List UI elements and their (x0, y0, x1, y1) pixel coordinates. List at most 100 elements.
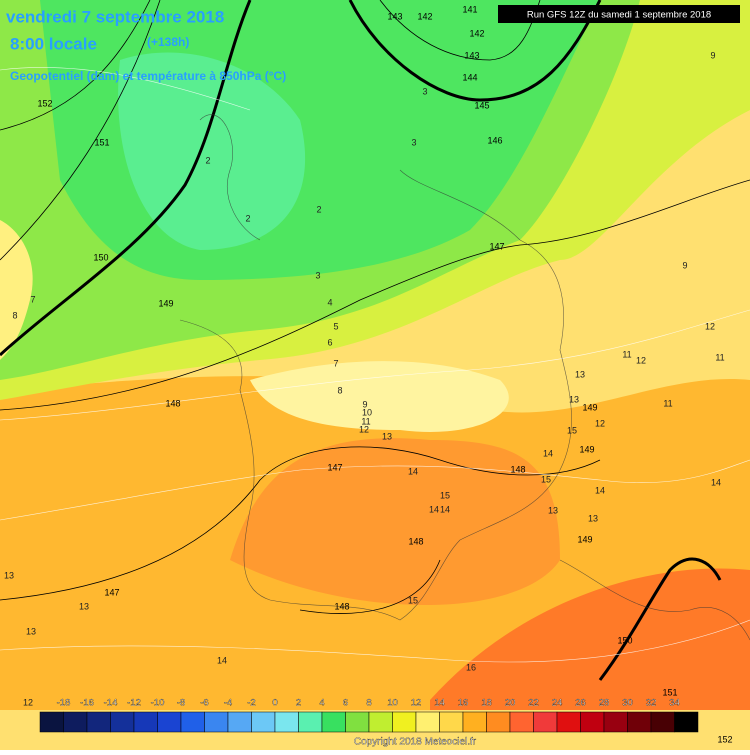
contour-label: 14 (711, 477, 721, 487)
colorbar-box (133, 711, 158, 733)
colorbar-label: 26 (575, 698, 586, 709)
contour-label: 14 (543, 448, 553, 458)
contour-label: 9 (682, 260, 687, 270)
contour-label: 12 (359, 424, 369, 434)
contour-label: 3 (422, 86, 427, 96)
contour-label: 141 (462, 4, 477, 14)
colorbar-label: 8 (366, 698, 371, 709)
contour-label: 148 (334, 601, 349, 611)
contour-label: 14 (408, 466, 418, 476)
map-field: Geopotentiel (dam) et température à 850h… (10, 69, 286, 83)
contour-label: 12 (705, 321, 715, 331)
field-hotter (430, 568, 750, 710)
colorbar-label: 14 (434, 698, 445, 709)
colorbar-box (110, 711, 135, 733)
contour-label: 13 (382, 431, 392, 441)
colorbar: -18 -16 -14 -12 -10 -8 -6 -4 -2 0 2 4 6 8 10 12 14 16 18 20… (39, 697, 699, 733)
geopotential-line (348, 0, 602, 102)
contour-label: 152 (717, 734, 732, 744)
run-box (498, 5, 740, 23)
colorbar-box (650, 711, 675, 733)
colorbar-label: 32 (646, 698, 657, 709)
contour-label: 10 (362, 407, 372, 417)
colorbar-box (251, 711, 276, 733)
colorbar-box (63, 711, 88, 733)
contour-label: 15 (440, 490, 450, 500)
contour-label: 11 (663, 398, 672, 408)
colorbar-label: -4 (224, 698, 232, 709)
contour-label: 3 (315, 270, 320, 280)
colorbar-box (180, 711, 205, 733)
coastlines (179, 114, 750, 641)
geopotential-labels: 143 142 141 142 143 144 145 146 147 152 … (37, 4, 732, 744)
contour-label: 15 (541, 474, 551, 484)
colorbar-box (415, 711, 440, 733)
colorbar-box (486, 711, 511, 733)
colorbar-box (533, 711, 558, 733)
colorbar-box (274, 711, 299, 733)
run-label: Run GFS 12Z du samedi 1 septembre 2018 (527, 10, 711, 21)
map-date: vendredi 7 septembre 2018 (6, 7, 224, 26)
contour-label: 13 (4, 570, 14, 580)
contour-label: 15 (567, 425, 577, 435)
contour-label: 147 (327, 462, 342, 472)
field-colder (118, 52, 306, 250)
contour-label: 150 (617, 635, 632, 645)
contour-label: 13 (26, 626, 36, 636)
colorbar-box (345, 711, 370, 733)
colorbar-label: -16 (80, 698, 94, 709)
contour-label: 6 (327, 337, 332, 347)
contour-label: 147 (104, 587, 119, 597)
colorbar-label: 6 (343, 698, 348, 709)
contour-label: 151 (94, 137, 109, 147)
colorbar-label: -14 (104, 698, 118, 709)
map-time: 8:00 locale (10, 34, 97, 53)
geopotential-line (0, 0, 252, 357)
colorbar-label: 20 (505, 698, 516, 709)
contour-label: 7 (333, 358, 338, 368)
contour-label: 147 (489, 241, 504, 251)
contour-label: 149 (579, 444, 594, 454)
colorbar-label: 2 (296, 698, 301, 709)
contour-label: 7 (30, 294, 35, 304)
contour-label: 11 (361, 416, 370, 426)
colorbar-label: 18 (481, 698, 492, 709)
colorbar-label: 24 (552, 698, 563, 709)
colorbar-box (462, 711, 487, 733)
colorbar-label: -6 (200, 698, 208, 709)
colorbar-box (509, 711, 534, 733)
colorbar-box (321, 711, 346, 733)
contour-label: 16 (466, 662, 476, 672)
colorbar-box (603, 711, 628, 733)
contour-label: 150 (93, 252, 108, 262)
colorbar-box (298, 711, 323, 733)
map-lead: (+138h) (147, 35, 189, 49)
colorbar-box (368, 711, 393, 733)
colorbar-box (580, 711, 605, 733)
contour-label: 149 (158, 298, 173, 308)
colorbar-label: 22 (528, 698, 539, 709)
contour-label: 148 (408, 536, 423, 546)
contour-label: 151 (662, 687, 677, 697)
field-light (250, 361, 509, 432)
contour-label: 14 (440, 504, 450, 514)
contour-label: 143 (464, 50, 479, 60)
colorbar-label: 28 (599, 698, 610, 709)
copyright: Copyright 2018 Meteociel.fr (354, 737, 477, 748)
colorbar-label: 30 (622, 698, 633, 709)
colorbar-label: 10 (387, 698, 398, 709)
contour-label: 14 (217, 655, 227, 665)
contour-label: 13 (548, 505, 558, 515)
colorbar-box (627, 711, 652, 733)
contour-label: 149 (582, 402, 597, 412)
colorbar-label: 0 (272, 698, 277, 709)
geopotential-contours (0, 0, 750, 614)
contour-label: 146 (487, 135, 502, 145)
contour-label: 13 (79, 601, 89, 611)
contour-label: 3 (411, 137, 416, 147)
contour-label: 5 (333, 321, 338, 331)
contour-label: 142 (469, 28, 484, 38)
colorbar-label: -8 (177, 698, 185, 709)
